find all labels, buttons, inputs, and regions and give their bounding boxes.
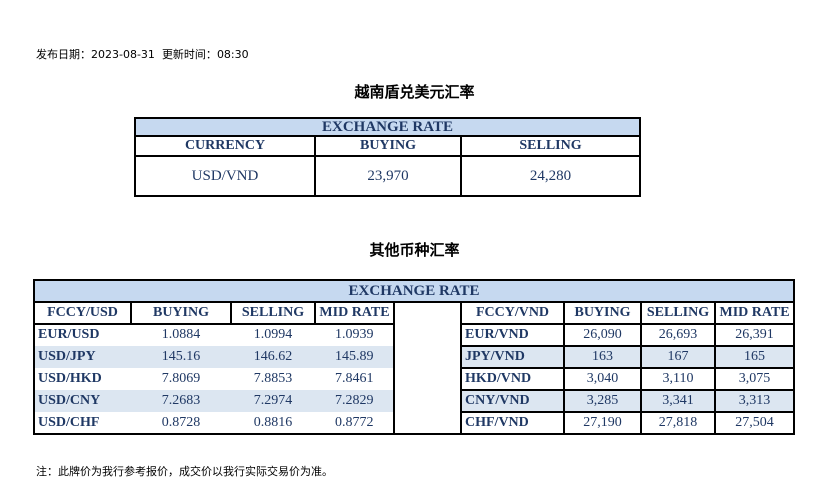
other-currencies-table: EXCHANGE RATE FCCY/USD BUYING SELLING MID R… bbox=[33, 279, 796, 435]
left-pair: USD/JPY bbox=[34, 346, 131, 368]
usd-section-title: 越南盾兑美元汇率 bbox=[354, 83, 475, 101]
right-buying: 26,090 bbox=[563, 323, 642, 347]
publish-label: 发布日期： bbox=[36, 48, 91, 61]
update-time: 08:30 bbox=[216, 48, 249, 61]
left-pair: USD/CHF bbox=[38, 414, 100, 430]
spacer-cell bbox=[394, 346, 461, 368]
left-buying: 1.0884 bbox=[161, 327, 201, 343]
right-selling: 3,110 bbox=[640, 367, 716, 391]
header-row: FCCY/USD BUYING SELLING MID RATE FCCY/VND BUY… bbox=[33, 301, 796, 325]
left-header-mid-rate: MID RATE bbox=[314, 301, 395, 325]
left-mid-rate: 1.0939 bbox=[315, 324, 395, 346]
left-mid-rate: 145.89 bbox=[315, 346, 395, 368]
spacer-cell bbox=[394, 302, 461, 324]
left-selling: 0.8816 bbox=[253, 414, 293, 430]
right-buying: 3,040 bbox=[563, 367, 642, 391]
right-buying: 27,190 bbox=[563, 411, 642, 435]
publish-date: 2023-08-31 bbox=[91, 48, 155, 61]
spacer-cell bbox=[394, 324, 461, 346]
left-pair: USD/HKD bbox=[38, 371, 102, 386]
spacer-cell bbox=[394, 412, 461, 434]
right-header-pair: FCCY/VND bbox=[460, 301, 565, 325]
right-selling: 27,818 bbox=[640, 411, 716, 435]
left-selling: 146.62 bbox=[231, 346, 315, 368]
currency-pair: USD/VND bbox=[134, 155, 316, 197]
right-header-buying: BUYING bbox=[563, 301, 642, 325]
table-row: USD/VND 23,970 24,280 bbox=[134, 155, 642, 197]
right-pair: HKD/VND bbox=[460, 367, 565, 391]
right-mid-rate: 27,504 bbox=[713, 411, 796, 435]
left-mid-rate: 7.2829 bbox=[315, 390, 395, 412]
buying-rate: 23,970 bbox=[314, 155, 462, 197]
left-mid-rate: 7.8461 bbox=[315, 368, 395, 390]
right-pair: JPY/VND bbox=[460, 345, 565, 369]
right-header-mid-rate: MID RATE bbox=[713, 301, 796, 325]
right-pair: CNY/VND bbox=[460, 389, 565, 413]
right-selling: 3,341 bbox=[640, 389, 716, 413]
table-row: USD/JPY 145.16 146.62 145.89 JPY/VND 163 167 16… bbox=[34, 345, 796, 369]
update-label: 更新时间： bbox=[161, 48, 217, 61]
right-header-selling: SELLING bbox=[640, 301, 716, 325]
right-mid-rate: 26,391 bbox=[713, 323, 796, 347]
left-buying: 145.16 bbox=[131, 346, 231, 368]
header-currency: CURRENCY bbox=[134, 135, 316, 157]
left-selling: 7.2974 bbox=[231, 390, 315, 412]
left-selling: 1.0994 bbox=[253, 327, 293, 343]
usd-vnd-table: EXCHANGE RATE CURRENCY BUYING SELLING US… bbox=[133, 117, 642, 197]
table-row: EUR/USD 1.0884 1.0994 1.0939 EUR/VND 26,090 26… bbox=[34, 323, 796, 347]
left-buying: 0.8728 bbox=[161, 414, 201, 430]
footnote: 注：此牌价为我行参考报价，成交价以我行实际交易价为准。 bbox=[36, 465, 333, 478]
right-selling: 167 bbox=[640, 345, 716, 369]
right-pair: CHF/VND bbox=[460, 411, 565, 435]
right-buying: 3,285 bbox=[563, 389, 642, 413]
publish-info: 发布日期：2023-08-31 更新时间：08:30 bbox=[36, 46, 249, 62]
left-header-buying: BUYING bbox=[130, 301, 232, 325]
table-row: USD/CNY 7.2683 7.2974 7.2829 CNY/VND 3,285 3,3… bbox=[34, 389, 796, 413]
right-buying: 163 bbox=[563, 345, 642, 369]
right-mid-rate: 165 bbox=[713, 345, 796, 369]
left-header-selling: SELLING bbox=[230, 301, 316, 325]
left-selling: 7.8853 bbox=[253, 371, 293, 386]
left-mid-rate: 0.8772 bbox=[315, 412, 395, 434]
header-buying: BUYING bbox=[314, 135, 462, 157]
selling-rate: 24,280 bbox=[459, 155, 642, 197]
exchange-rate-band: EXCHANGE RATE bbox=[34, 280, 795, 303]
left-header-pair: FCCY/USD bbox=[33, 301, 132, 325]
header-selling: SELLING bbox=[459, 135, 642, 157]
right-mid-rate: 3,313 bbox=[713, 389, 796, 413]
exchange-rate-band: EXCHANGE RATE bbox=[133, 117, 642, 137]
left-buying: 7.8069 bbox=[161, 371, 201, 386]
spacer-cell bbox=[394, 368, 461, 390]
left-buying: 7.2683 bbox=[131, 390, 231, 412]
other-section-title: 其他币种汇率 bbox=[369, 241, 460, 259]
right-selling: 26,693 bbox=[640, 323, 716, 347]
left-pair: EUR/USD bbox=[38, 327, 100, 343]
table-row: USD/CHF 0.8728 0.8816 0.8772 CHF/VND 27,190 27… bbox=[34, 411, 796, 435]
right-pair: EUR/VND bbox=[460, 323, 565, 347]
table-row: USD/HKD 7.8069 7.8853 7.8461 HKD/VND 3,040 3,1… bbox=[34, 367, 796, 391]
right-mid-rate: 3,075 bbox=[713, 367, 796, 391]
left-pair: USD/CNY bbox=[34, 390, 131, 412]
spacer-cell bbox=[394, 390, 461, 412]
